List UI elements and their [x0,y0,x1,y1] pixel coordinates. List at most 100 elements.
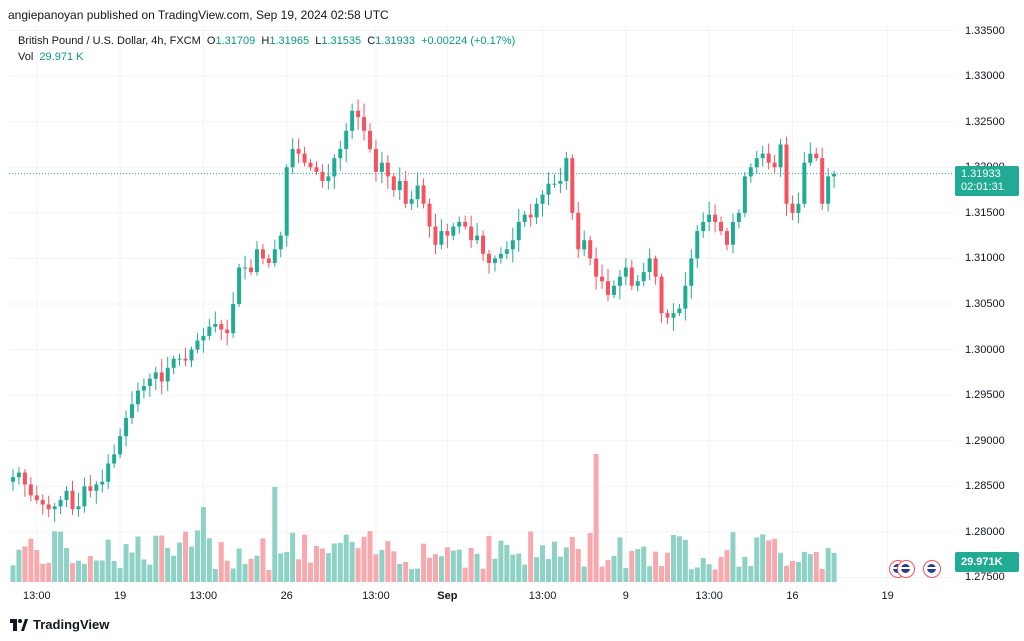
candle-body [195,340,200,350]
time-tick-label: 13:00 [23,590,51,602]
candle-body [736,212,741,222]
candle-body [135,390,140,405]
candle-body [445,231,450,236]
time-tick-label: 13:00 [189,590,218,602]
volume-bar [474,553,480,582]
volume-bar [712,569,718,582]
candle-body [118,436,123,455]
volume-bar [331,543,337,582]
volume-bar [724,550,730,582]
candle-body [177,358,182,360]
legend-ohlc-row: British Pound / U.S. Dollar, 4h, FXCM O1… [18,33,515,49]
candle-body [260,249,265,259]
candle-body [754,158,759,168]
volume-bar [34,550,40,582]
volume-bar [87,555,93,582]
volume-bar [129,552,135,582]
candle-body [225,329,230,334]
volume-bar [58,531,64,582]
candle-body [302,153,307,163]
legend-volume-label: Vol [18,51,34,63]
candle-body [189,349,194,361]
volume-bar [177,542,183,582]
volume-bar [64,547,70,582]
candle-body [385,162,390,177]
candle-body [249,267,253,273]
volume-bar [742,556,748,582]
candle-body [611,285,616,295]
volume-bar [135,536,141,582]
volume-bar [409,569,415,582]
time-tick-label: 13:00 [695,590,723,602]
candle-body [272,249,277,263]
candle-body [100,481,105,485]
candle-body [254,249,259,273]
footer-logo[interactable]: TradingView [10,617,109,632]
candle-body [296,149,301,154]
price-axis[interactable]: 1.335001.330001.325001.320001.315001.310… [955,25,1024,584]
volume-bar [421,543,427,582]
volume-bar [343,534,349,582]
candle-body [76,506,81,510]
candle-body [647,258,652,273]
candle-body [243,267,248,269]
volume-bar [540,545,546,582]
candle-body [713,214,718,222]
candle-body [153,372,158,379]
volume-bar [593,454,599,582]
volume-bar [819,568,825,582]
candle-body [457,221,462,227]
legend-close-label: C [367,35,376,47]
candle-body [201,335,206,341]
volume-bar [563,547,569,582]
candlestick-chart[interactable] [9,26,954,582]
candle-body [362,117,367,131]
volume-bar [700,558,706,582]
volume-bar [373,554,379,582]
candle-body [397,180,402,191]
legend-volume: 29.971 K [39,51,84,63]
candle-body [82,486,87,507]
volume-bar [296,559,302,582]
volume-bar [522,564,528,582]
candle-body [391,176,396,191]
volume-bar [641,546,647,582]
candle-body [564,158,569,181]
price-tick-label: 1.31500 [965,206,1005,219]
volume-bar [194,530,200,582]
candle-body [219,324,224,330]
volume-bar [789,561,795,582]
volume-bar [706,564,712,582]
volume-bar [587,533,593,582]
volume-bar [599,566,605,582]
candle-body [356,110,361,118]
last-price-badge: 1.31933 02:01:31 [955,165,1019,196]
time-tick-label: 9 [622,590,629,602]
volume-bar [718,556,724,582]
candle-body [504,249,509,254]
candle-body [498,253,503,259]
legend-low: 1.31535 [321,35,362,47]
time-tick-label: Sep [437,590,458,602]
candle-body [332,158,337,177]
candle-body [344,130,349,150]
candle-body [28,484,33,496]
candle-body [641,272,646,282]
candle-body [451,226,456,236]
candle-body [600,276,605,282]
event-flag-icon[interactable] [923,560,941,578]
candle-body [719,221,724,232]
candle-body [695,231,700,259]
volume-bar [575,548,581,582]
candle-body [606,281,610,295]
candle-body [588,240,593,259]
legend-low-label: L [315,35,322,47]
volume-bar [480,568,486,582]
volume-bar [159,535,165,582]
us-flag-icon[interactable] [897,560,915,578]
volume-bar [438,556,444,582]
volume-bar [629,550,635,582]
publisher-credit: angiepanoyan published on TradingView.co… [8,8,389,22]
legend-open: 1.31709 [215,35,256,47]
time-axis[interactable]: 13:00 19 13:00 26 13:00 Sep 13:00 9 13:00 16 19 [9,582,954,612]
